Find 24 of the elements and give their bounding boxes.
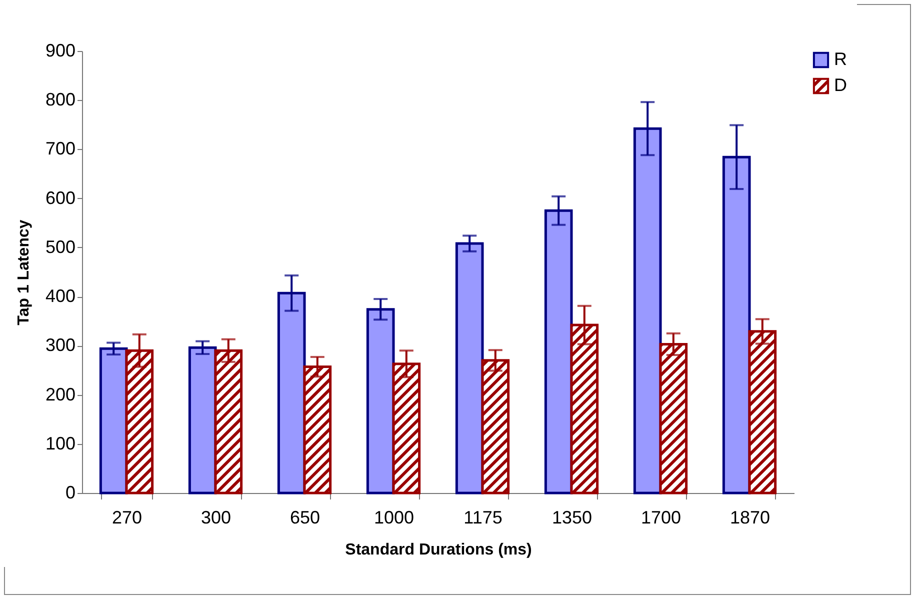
x-tick-label: 1700	[640, 508, 682, 528]
y-tick-label: 600	[45, 188, 76, 208]
x-tick-label: 270	[112, 508, 142, 528]
y-tick-label: 900	[45, 40, 76, 60]
y-tick-label: 400	[45, 286, 76, 306]
y-axis-title: Tap 1 Latency	[15, 220, 32, 326]
y-tick-label: 200	[45, 384, 76, 404]
bar	[99, 347, 128, 494]
y-tick-label: 100	[45, 433, 76, 454]
legend-label: D	[834, 75, 847, 95]
y-tick-label: 300	[45, 335, 76, 356]
y-tick-label: 700	[45, 138, 76, 159]
x-tick-label: 300	[200, 508, 232, 528]
bar	[188, 346, 217, 494]
x-tick-label: 1350	[552, 508, 592, 528]
x-tick-label: 1000	[374, 508, 414, 528]
x-axis-title: Standard Durations (ms)	[345, 542, 532, 558]
y-tick-label: 0	[65, 482, 76, 502]
x-tick-label: 1870	[730, 508, 770, 528]
y-tick-label: 800	[45, 90, 76, 110]
x-tick-label: 1175	[464, 508, 502, 528]
y-tick-label: 500	[45, 236, 76, 257]
x-tick-label: 650	[290, 508, 320, 528]
legend-label: R	[834, 49, 847, 69]
